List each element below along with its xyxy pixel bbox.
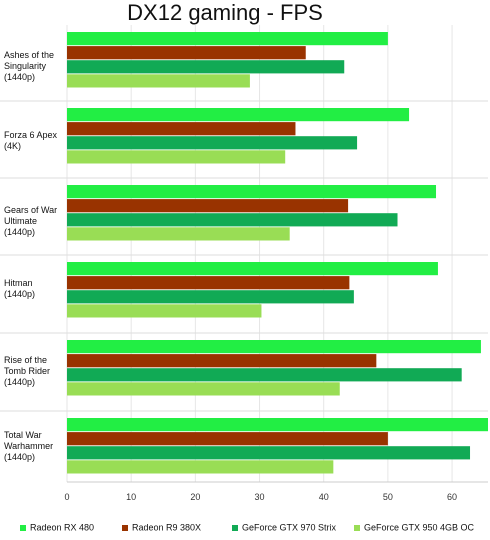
category-label-2: Gears of War Ultimate (1440p) (4, 205, 58, 237)
legend-item-r9380x: Radeon R9 380X (122, 522, 201, 533)
chart-title: DX12 gaming - FPS (127, 0, 323, 25)
legend-label-r9380x: Radeon R9 380X (132, 522, 202, 533)
legend: Radeon RX 480 Radeon R9 380X GeForce GTX… (0, 522, 490, 538)
bar-3-1 (67, 276, 350, 290)
bar-0-0 (67, 32, 388, 46)
bar-0-2 (67, 60, 345, 74)
legend-item-gtx950: GeForce GTX 950 4GB OC (354, 522, 474, 533)
x-tick-label-50: 50 (383, 492, 393, 502)
legend-swatch-r9380x (122, 524, 128, 531)
bar-2-0 (67, 185, 437, 199)
bar-4-0 (67, 340, 481, 354)
x-tick-label-20: 20 (190, 492, 200, 502)
legend-label-rx480: Radeon RX 480 (30, 522, 95, 533)
category-label-5: Total War Warhammer (1440p) (4, 430, 54, 462)
bar-3-0 (67, 262, 438, 276)
legend-swatch-gtx950 (354, 524, 360, 531)
bar-1-0 (67, 108, 410, 122)
category-label-4: Rise of the Tomb Rider (1440p) (4, 355, 51, 387)
legend-swatch-gtx970 (232, 524, 238, 531)
category-label-3: Hitman (1440p) (4, 278, 36, 299)
x-tick-label-40: 40 (319, 492, 329, 502)
x-tick-label-60: 60 (447, 492, 457, 502)
bar-2-1 (67, 199, 349, 213)
legend-item-gtx970: GeForce GTX 970 Strix (232, 522, 336, 533)
legend-swatch-rx480 (20, 524, 26, 531)
category-label-1: Forza 6 Apex (4K) (4, 130, 58, 151)
bar-0-1 (67, 46, 306, 60)
bar-4-3 (67, 382, 340, 396)
bar-1-3 (67, 150, 286, 164)
bar-5-0 (67, 418, 488, 432)
bar-5-1 (67, 432, 388, 446)
bar-3-2 (67, 290, 354, 304)
x-tick-label-10: 10 (126, 492, 136, 502)
bar-1-2 (67, 136, 358, 150)
bar-3-3 (67, 304, 262, 318)
bar-chart: 0 10 20 30 40 50 60 (0, 25, 488, 502)
bar-1-1 (67, 122, 296, 136)
x-tick-label-30: 30 (255, 492, 265, 502)
bar-4-1 (67, 354, 377, 368)
legend-label-gtx970: GeForce GTX 970 Strix (242, 522, 337, 533)
bar-0-3 (67, 74, 250, 88)
legend-label-gtx950: GeForce GTX 950 4GB OC (364, 522, 475, 533)
bar-4-2 (67, 368, 462, 382)
legend-item-rx480: Radeon RX 480 (20, 522, 94, 533)
bar-2-2 (67, 213, 398, 227)
category-label-0: Ashes of the Singularity (1440p) (4, 50, 55, 82)
bar-2-3 (67, 227, 290, 241)
bar-5-3 (67, 460, 334, 474)
x-tick-label-0: 0 (64, 492, 69, 502)
bar-5-2 (67, 446, 471, 460)
